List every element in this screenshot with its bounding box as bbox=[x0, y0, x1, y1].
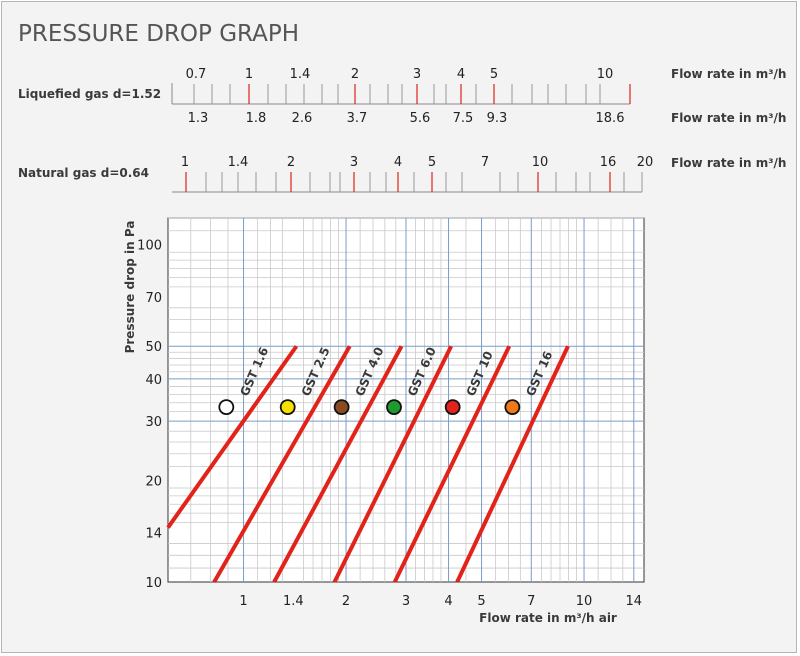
x-tick-label: 1.4 bbox=[283, 594, 304, 609]
y-tick-label: 100 bbox=[137, 239, 162, 254]
x-tick-label: 10 bbox=[576, 594, 593, 609]
liquefied-bottom-tick-label: 3.7 bbox=[347, 111, 368, 126]
x-tick-label: 3 bbox=[402, 594, 410, 609]
y-tick-labels: 10 14 20 30 40 50 70 100 bbox=[137, 239, 162, 591]
series-marker bbox=[444, 399, 461, 416]
natural-tick-label: 1.4 bbox=[228, 155, 249, 170]
liquefied-bottom-tick-label: 18.6 bbox=[596, 111, 625, 126]
liquefied-gas-label: Liquefied gas d=1.52 bbox=[18, 87, 161, 101]
natural-tick-label: 10 bbox=[532, 155, 549, 170]
series-line bbox=[166, 345, 299, 529]
natural-gas-label: Natural gas d=0.64 bbox=[18, 166, 149, 180]
series-line bbox=[455, 345, 570, 583]
liquefied-top-tick-label: 1.4 bbox=[290, 67, 311, 82]
liquefied-bottom-tick-label: 7.5 bbox=[453, 111, 474, 126]
y-tick-label: 50 bbox=[145, 340, 162, 355]
x-tick-label: 14 bbox=[626, 594, 643, 609]
x-tick-label: 7 bbox=[527, 594, 535, 609]
liquefied-top-tick-label: 5 bbox=[490, 67, 498, 82]
liquefied-bottom-tick-label: 9.3 bbox=[487, 111, 508, 126]
flow-rate-label-natural: Flow rate in m³/h bbox=[671, 156, 786, 170]
liquefied-top-tick-label: 4 bbox=[457, 67, 465, 82]
natural-tick-label: 4 bbox=[394, 155, 402, 170]
flow-rate-label-liquefied-bottom: Flow rate in m³/h bbox=[671, 111, 786, 125]
natural-tick-label: 3 bbox=[350, 155, 358, 170]
y-tick-label: 10 bbox=[145, 576, 162, 591]
natural-tick-label: 5 bbox=[428, 155, 436, 170]
y-tick-label: 30 bbox=[145, 415, 162, 430]
x-tick-label: 2 bbox=[342, 594, 350, 609]
series-line bbox=[212, 345, 352, 583]
series-marker bbox=[218, 399, 235, 416]
y-tick-label: 40 bbox=[145, 373, 162, 388]
plot-area: GST 1.6 GST 2.5 GST 4.0 GST 6.0 GST 10 GST 16 bbox=[166, 217, 645, 583]
natural-tick-label: 16 bbox=[600, 155, 617, 170]
liquefied-bottom-tick-label: 1.3 bbox=[188, 111, 209, 126]
y-axis-label: Pressure drop in Pa bbox=[123, 221, 137, 354]
series-line bbox=[332, 345, 453, 583]
grid-major bbox=[168, 218, 644, 582]
liquefied-bottom-tick-label: 1.8 bbox=[246, 111, 267, 126]
liquefied-top-tick-label: 2 bbox=[351, 67, 359, 82]
x-tick-label: 4 bbox=[444, 594, 452, 609]
natural-tick-label: 20 bbox=[637, 155, 654, 170]
liquefied-top-tick-label: 1 bbox=[245, 67, 253, 82]
natural-gas-scale: 1 1.4 2 3 4 5 7 10 16 20 bbox=[172, 155, 654, 193]
y-tick-label: 70 bbox=[145, 291, 162, 306]
series-marker bbox=[333, 399, 350, 416]
liquefied-gas-scale: 0.7 1 1.4 2 3 4 5 10 1.3 1.8 2.6 3.7 5.6 7.5 9.3 18.6 bbox=[171, 67, 631, 126]
page-title: PRESSURE DROP GRAPH bbox=[18, 21, 299, 47]
liquefied-top-tick-label: 10 bbox=[597, 67, 614, 82]
y-tick-label: 14 bbox=[145, 527, 162, 542]
x-tick-label: 1 bbox=[239, 594, 247, 609]
natural-tick-label: 7 bbox=[481, 155, 489, 170]
x-axis-label: Flow rate in m³/h air bbox=[479, 611, 617, 625]
series-marker bbox=[279, 399, 296, 416]
series-marker bbox=[504, 399, 521, 416]
liquefied-top-tick-label: 0.7 bbox=[186, 67, 207, 82]
liquefied-bottom-tick-label: 2.6 bbox=[292, 111, 313, 126]
x-tick-labels: 1 1.4 2 3 4 5 7 10 14 bbox=[239, 594, 642, 609]
series-marker bbox=[386, 399, 402, 416]
series-line bbox=[272, 345, 404, 583]
natural-tick-label: 1 bbox=[181, 155, 189, 170]
natural-tick-label: 2 bbox=[287, 155, 295, 170]
liquefied-top-tick-label: 3 bbox=[413, 67, 421, 82]
series-line bbox=[392, 345, 512, 583]
x-tick-label: 5 bbox=[477, 594, 485, 609]
liquefied-bottom-tick-label: 5.6 bbox=[410, 111, 431, 126]
y-tick-label: 20 bbox=[145, 474, 162, 489]
flow-rate-label-liquefied-top: Flow rate in m³/h bbox=[671, 67, 786, 81]
